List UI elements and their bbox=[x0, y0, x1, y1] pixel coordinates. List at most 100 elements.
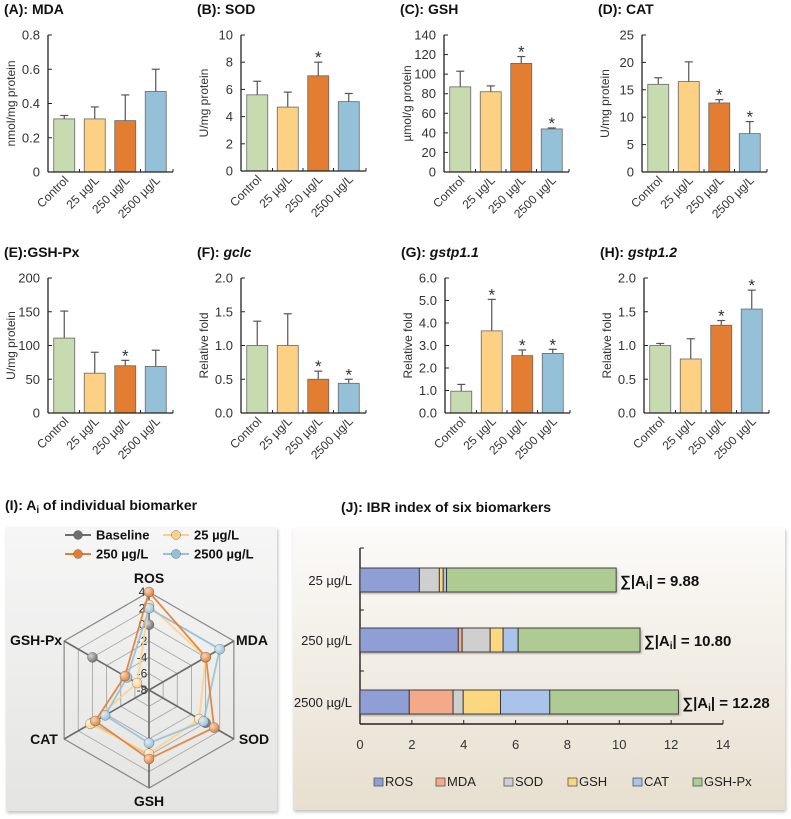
radar-axis-label: ROS bbox=[134, 570, 164, 586]
radar-data-point-highlight bbox=[209, 722, 220, 733]
y-tick-label: 100 bbox=[414, 67, 436, 82]
chart-title-prefix: (A): bbox=[4, 1, 32, 17]
ibr-sum-label: ∑|Ai| = 9.88 bbox=[620, 573, 699, 592]
y-tick-label: 5.0 bbox=[419, 293, 437, 308]
y-axis-label: µmol/g protein bbox=[400, 65, 414, 141]
y-tick-label: 50 bbox=[26, 372, 40, 387]
radar-data-point-highlight bbox=[144, 738, 154, 749]
ibr-sum-sum-sub: i bbox=[646, 581, 649, 592]
radar-chart-panel: (I): Ai of individual biomarker 4 2 0 -2 -4 -6… bbox=[5, 497, 277, 811]
y-tick-label: 2500 µg/L bbox=[294, 695, 352, 710]
ibr-bar-segment-gsh bbox=[438, 567, 444, 593]
legend-swatch bbox=[435, 777, 446, 787]
y-tick-label: 0.5 bbox=[215, 372, 233, 387]
chart-title: (F): gclc bbox=[197, 244, 252, 260]
y-tick-label: 10 bbox=[620, 110, 634, 125]
chart-title-prefix: (H): bbox=[600, 244, 628, 260]
significance-marker: * bbox=[549, 335, 556, 354]
y-tick-label: 1.5 bbox=[618, 304, 636, 319]
x-tick-label: 12 bbox=[664, 737, 678, 752]
bar bbox=[337, 382, 360, 414]
chart-title: (E):GSH-Px bbox=[4, 244, 80, 260]
ibr-bar-segment-mda bbox=[457, 627, 463, 653]
legend-swatch bbox=[567, 777, 578, 787]
ibr-bar-segment-cat bbox=[500, 689, 551, 715]
bar bbox=[144, 366, 167, 414]
y-axis-label: U/mg protein bbox=[4, 311, 18, 380]
bar bbox=[479, 91, 502, 173]
bar bbox=[337, 101, 360, 172]
y-axis-label: U/mg protein bbox=[598, 69, 612, 138]
y-tick-label: 0.0 bbox=[618, 406, 636, 421]
y-tick-label: 120 bbox=[414, 47, 436, 62]
radar-data-point-highlight bbox=[214, 644, 225, 655]
chart-title: (J): IBR index of six biomarkers bbox=[341, 499, 551, 515]
ibr-sum-value: 10.80 bbox=[694, 633, 732, 650]
bar bbox=[53, 118, 76, 173]
y-tick-label: 80 bbox=[422, 86, 436, 101]
x-tick-label: 14 bbox=[716, 737, 730, 752]
y-tick-label: 0.6 bbox=[22, 62, 40, 77]
bar bbox=[649, 345, 672, 414]
y-tick-label: 2 bbox=[226, 136, 233, 151]
bar bbox=[144, 91, 167, 173]
bar bbox=[83, 118, 106, 173]
chart-title-title-prefix: (I): A bbox=[5, 497, 36, 513]
legend-label: MDA bbox=[447, 774, 476, 789]
bar bbox=[708, 102, 731, 173]
y-axis-label: Relative fold bbox=[197, 312, 211, 378]
ibr-sum-sum-prefix: ∑|A bbox=[644, 633, 670, 650]
chart-title: (D): CAT bbox=[598, 1, 654, 17]
radar-data-point-highlight bbox=[100, 710, 111, 721]
significance-marker: * bbox=[746, 108, 753, 127]
radar-tick-label: -4 bbox=[137, 650, 148, 664]
y-tick-label: 0.4 bbox=[22, 96, 40, 111]
radar-data-point-highlight bbox=[90, 716, 101, 727]
y-tick-label: 25 bbox=[620, 28, 634, 43]
chart-title: (H): gstp1.2 bbox=[600, 244, 677, 260]
bar bbox=[246, 94, 269, 172]
radar-tick-label: 2 bbox=[139, 601, 146, 615]
ibr-bar-segment-gsh bbox=[462, 689, 501, 715]
chart-title-title-suffix: of individual biomarker bbox=[39, 497, 197, 513]
significance-marker: * bbox=[488, 285, 495, 304]
significance-marker: * bbox=[748, 276, 755, 295]
ibr-bar-row bbox=[359, 567, 617, 593]
chart-title: (A): MDA bbox=[4, 1, 64, 17]
bar bbox=[647, 83, 670, 173]
chart-title-title-sub: i bbox=[36, 505, 39, 516]
y-tick-label: 150 bbox=[18, 304, 40, 319]
radar-tick-label: -8 bbox=[137, 683, 148, 697]
x-tick-label: 8 bbox=[564, 737, 571, 752]
ibr-bar-segment-gsh-px bbox=[549, 689, 679, 715]
radar-tick-label: 0 bbox=[139, 618, 146, 632]
bar bbox=[114, 365, 137, 414]
y-axis-label: Relative fold bbox=[600, 312, 614, 378]
y-tick-label: 100 bbox=[18, 338, 40, 353]
y-axis-label: nmol/mg protein bbox=[4, 60, 18, 146]
bar bbox=[450, 390, 473, 414]
ibr-bar-segment-mda bbox=[408, 689, 454, 715]
bar bbox=[114, 120, 137, 173]
significance-marker: * bbox=[718, 307, 725, 326]
radar-axis-label: GSH-Px bbox=[10, 632, 62, 648]
radar-tick-label: -6 bbox=[137, 667, 148, 681]
ibr-bar-segment-cat bbox=[502, 627, 519, 653]
y-axis-label: U/mg protein bbox=[197, 69, 211, 138]
y-tick-label: 6.0 bbox=[419, 271, 437, 286]
chart-title-prefix: (B): bbox=[197, 1, 225, 17]
radar-data-point-highlight bbox=[144, 603, 154, 614]
x-tick-label: 2 bbox=[408, 737, 415, 752]
bar bbox=[738, 133, 761, 173]
radar-axis-label: GSH bbox=[134, 793, 164, 809]
radar-data-point-highlight bbox=[87, 652, 98, 663]
bar bbox=[540, 128, 563, 173]
y-tick-label: 0 bbox=[33, 406, 40, 421]
ibr-bar-segment-cat bbox=[442, 567, 448, 593]
ibr-sum-sum-prefix: ∑|A bbox=[620, 573, 646, 590]
